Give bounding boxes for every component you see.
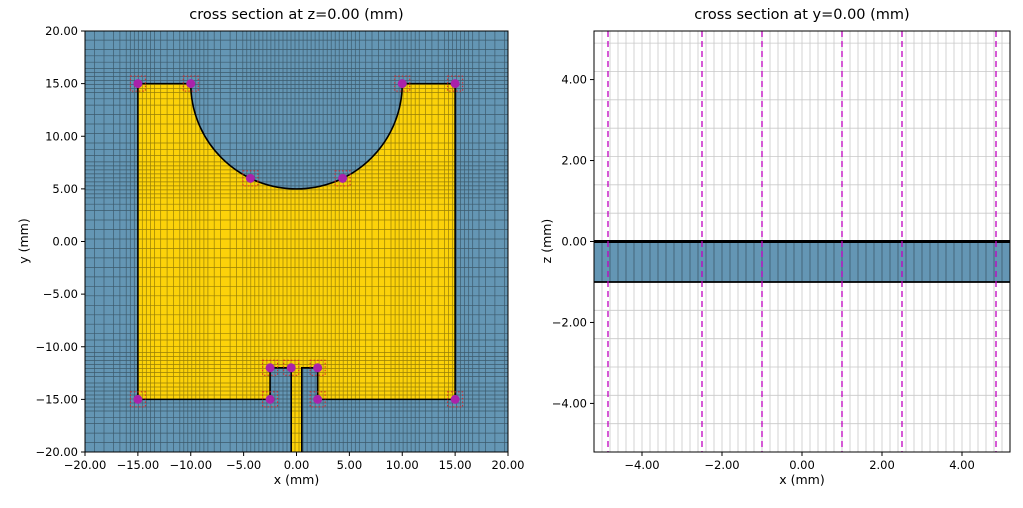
vertex-marker-dot: [338, 173, 348, 183]
x-tick-label: 10.00: [386, 458, 419, 472]
y-tick-label: 2.00: [561, 154, 587, 168]
y-tick-label: 0.00: [52, 235, 78, 249]
vertex-marker-box: [447, 75, 464, 92]
vertex-marker-box: [129, 391, 146, 408]
y-tick-label: 10.00: [45, 129, 78, 143]
y-tick-label: −5.00: [43, 287, 78, 301]
vertex-marker-box: [394, 75, 411, 92]
vertex-marker-dot: [313, 394, 323, 404]
vertex-marker-dot: [397, 79, 407, 89]
vertex-marker-box: [447, 391, 464, 408]
vertex-marker-box: [309, 359, 326, 376]
x-tick-label: 0.00: [284, 458, 310, 472]
x-tick-label: −10.00: [169, 458, 212, 472]
patch-metal-region: [137, 83, 456, 452]
y-tick-label: 0.00: [561, 235, 587, 249]
x-tick-label: 15.00: [439, 458, 472, 472]
vertex-marker-box: [283, 359, 300, 376]
y-tick-label: −20.00: [35, 445, 78, 459]
vertex-marker-dot: [265, 394, 275, 404]
x-tick-label: −4.00: [624, 458, 659, 472]
y-tick-label: −10.00: [35, 340, 78, 354]
x-tick-label: −15.00: [117, 458, 160, 472]
vertex-marker-dot: [313, 363, 323, 373]
xy-plot-area: [85, 31, 508, 452]
vertex-marker-dot: [133, 394, 143, 404]
y-tick-label: 4.00: [561, 73, 587, 87]
vertex-marker-dot: [286, 363, 296, 373]
vertex-marker-box: [242, 170, 259, 187]
xz-plot-title: cross section at y=0.00 (mm): [694, 7, 910, 23]
x-tick-label: 2.00: [869, 458, 895, 472]
vertex-marker-dot: [450, 394, 460, 404]
y-tick-label: 15.00: [45, 77, 78, 91]
x-tick-label: −2.00: [704, 458, 739, 472]
vertex-marker-box: [129, 75, 146, 92]
x-tick-label: −5.00: [226, 458, 261, 472]
vertex-marker-dot: [450, 79, 460, 89]
vertex-marker-dot: [265, 363, 275, 373]
y-tick-label: −4.00: [552, 396, 587, 410]
x-tick-label: 5.00: [337, 458, 363, 472]
x-tick-label: 4.00: [949, 458, 975, 472]
vertex-marker-box: [262, 391, 279, 408]
x-tick-label: −20.00: [64, 458, 107, 472]
vertex-marker-box: [262, 359, 279, 376]
vertex-marker-dot: [245, 173, 255, 183]
xy-plot-title: cross section at z=0.00 (mm): [189, 7, 404, 23]
vertex-marker-box: [309, 391, 326, 408]
xy-xaxis-label: x (mm): [273, 472, 320, 487]
xz-yaxis-label: z (mm): [539, 218, 554, 264]
vertex-marker-box: [182, 75, 199, 92]
x-tick-label: 0.00: [789, 458, 815, 472]
y-tick-label: −2.00: [552, 315, 587, 329]
mesh-lines: [85, 31, 508, 452]
y-tick-label: −15.00: [35, 392, 78, 406]
xy-yaxis-label: y (mm): [16, 218, 31, 264]
vertex-marker-box: [334, 170, 351, 187]
x-tick-label: 20.00: [492, 458, 525, 472]
xz-xaxis-label: x (mm): [779, 472, 825, 487]
xz-plot-area: [593, 31, 1011, 453]
substrate-band: [594, 241, 1010, 282]
vertex-marker-dot: [133, 79, 143, 89]
y-tick-label: 5.00: [52, 182, 78, 196]
y-tick-label: 20.00: [45, 24, 78, 38]
vertex-marker-dot: [186, 79, 196, 89]
